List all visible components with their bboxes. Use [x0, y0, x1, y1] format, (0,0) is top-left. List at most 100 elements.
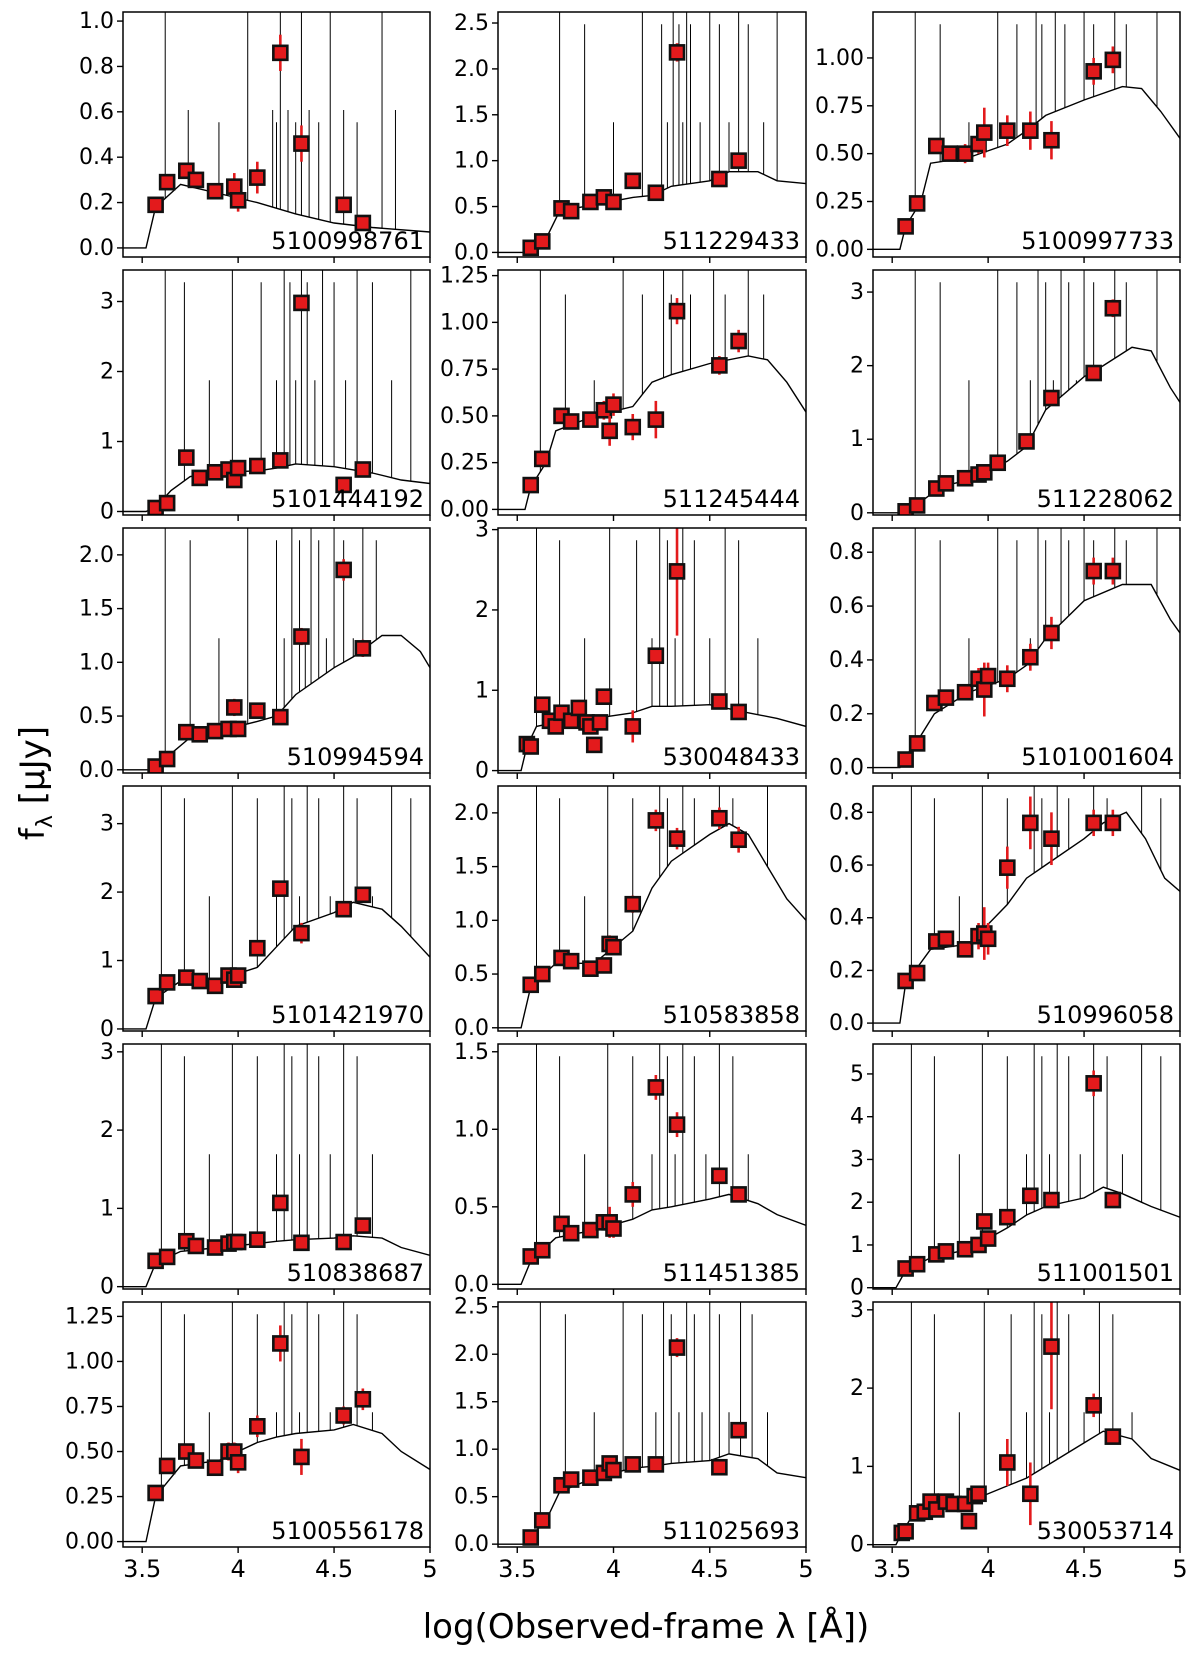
x-tick-label: 5 [798, 1555, 813, 1583]
y-tick-label: 2.0 [79, 543, 114, 568]
y-tick-label: 0.0 [454, 1016, 489, 1041]
y-tick-label: 2 [100, 360, 114, 385]
x-tick-label: 3.5 [498, 1555, 536, 1583]
y-tick-label: 1.25 [65, 1304, 114, 1329]
x-tick-label: 4.5 [691, 1555, 729, 1583]
panel-plot-area [873, 786, 1180, 1024]
photometry-point [1085, 562, 1102, 580]
object-id-label: 511025693 [663, 1517, 800, 1545]
y-axis-label-main: f [13, 827, 53, 840]
y-tick-label: 0.6 [829, 853, 864, 878]
y-tick-label: 0.0 [454, 1532, 489, 1557]
y-tick-label: 0.4 [829, 906, 864, 931]
photometry-point [229, 1233, 247, 1251]
photometry-point [206, 1459, 224, 1477]
photometry-point [1085, 1397, 1102, 1414]
y-tick-label: 1.00 [440, 310, 489, 335]
photometry-point [147, 196, 164, 214]
photometry-point [937, 689, 955, 706]
photometry-point [249, 939, 266, 957]
panel-frame [872, 785, 1181, 1032]
photometry-point [335, 561, 352, 579]
panel-plot-area [873, 1302, 1180, 1546]
model-spectrum [873, 811, 1180, 1024]
photometry-point [335, 1233, 352, 1251]
photometry-point [293, 294, 310, 312]
photometry-point [293, 1234, 310, 1252]
y-tick-label: 0.75 [440, 357, 489, 382]
object-id-label: 5100998761 [271, 227, 424, 255]
photometry-point [249, 1418, 266, 1435]
photometry-point [272, 44, 289, 62]
panel-frame [497, 11, 807, 258]
y-tick-label: 1.0 [454, 908, 489, 933]
photometry-point [249, 702, 266, 719]
x-tick-label: 4 [606, 1555, 621, 1583]
photometry-point [605, 396, 622, 413]
photometry-point [158, 1457, 176, 1475]
photometry-point [605, 1220, 622, 1237]
y-tick-label: 1.5 [454, 103, 489, 128]
photometry-point [1043, 389, 1060, 407]
panel-plot-area [873, 528, 1180, 769]
photometry-point [206, 1239, 224, 1256]
y-tick-label: 0.2 [829, 958, 864, 983]
photometry-point [647, 1456, 665, 1473]
photometry-point [582, 960, 599, 977]
y-tick-label: 0.5 [454, 1195, 489, 1220]
y-tick-label: 0.0 [79, 758, 114, 783]
photometry-point [960, 1512, 978, 1530]
y-tick-label: 0.0 [79, 236, 114, 261]
photometry-point [229, 720, 247, 738]
panel-frame [497, 269, 807, 516]
photometry-point [605, 938, 622, 956]
y-tick-label: 0.50 [815, 142, 864, 167]
y-tick-label: 0.0 [829, 1011, 864, 1036]
photometry-point [272, 452, 289, 469]
object-id-label: 511451385 [663, 1259, 800, 1287]
y-tick-label: 3 [850, 1147, 864, 1172]
sed-panel: 0 1 2 3 510838687 [100, 1040, 431, 1300]
photometry-point [999, 1454, 1016, 1471]
y-tick-label: 1.5 [454, 1390, 489, 1415]
photometry-point [206, 463, 224, 481]
photometry-point [335, 196, 352, 214]
photometry-point [711, 809, 728, 827]
panel-plot-area [123, 270, 430, 515]
panel-frame [497, 1301, 807, 1548]
object-id-label: 511001501 [1037, 1259, 1174, 1287]
photometry-point [730, 152, 747, 169]
photometry-point [229, 1454, 247, 1471]
photometry-point [730, 1421, 747, 1439]
y-tick-label: 0.25 [65, 1485, 114, 1510]
photometry-point [158, 1248, 176, 1266]
y-tick-label: 0.75 [65, 1394, 114, 1419]
object-id-label: 5100997733 [1021, 227, 1174, 255]
photometry-point [229, 459, 247, 477]
y-tick-label: 0.75 [815, 94, 864, 119]
panel-frame [122, 11, 431, 258]
photometry-point [158, 173, 176, 191]
panel-frame [122, 269, 431, 516]
photometry-point [1022, 1485, 1039, 1503]
photometry-point [1104, 562, 1122, 580]
y-tick-label: 4 [850, 1105, 864, 1130]
photometry-point [354, 640, 372, 657]
sed-panel: 0.0 0.2 0.4 0.6 0.8 510996058 [829, 785, 1181, 1037]
photometry-point [730, 1186, 747, 1203]
panel-frame [497, 785, 807, 1032]
sed-panel: 0.00 0.25 0.50 0.75 1.00 5100997733 [815, 11, 1181, 263]
photometry-point [562, 1471, 580, 1488]
sed-panel: 0.0 0.5 1.0 1.5 2.0 510994594 [79, 527, 431, 783]
photometry-point [624, 1186, 642, 1203]
photometry-point [354, 886, 372, 904]
y-tick-label: 1.0 [454, 1437, 489, 1462]
object-id-label: 510994594 [287, 743, 424, 771]
photometry-point [624, 172, 642, 190]
photometry-point [229, 191, 247, 209]
photometry-point [533, 1241, 551, 1259]
photometry-point [647, 647, 665, 665]
y-tick-label: 0.6 [829, 594, 864, 619]
y-tick-label: 0.8 [79, 54, 114, 79]
photometry-point [533, 965, 551, 983]
